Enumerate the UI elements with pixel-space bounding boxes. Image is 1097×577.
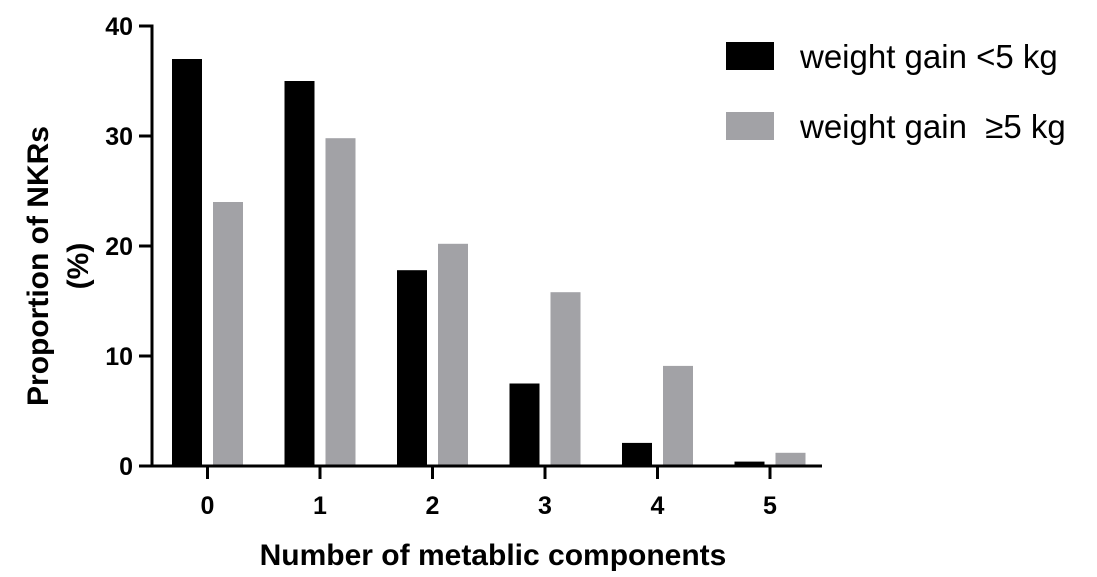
x-tick-label-5: 5 — [763, 492, 777, 520]
legend-label-series-1: weight gain <5 kg — [799, 38, 1058, 75]
bar-series-1-cat-4 — [622, 442, 652, 466]
y-axis-title-line-2: (%) — [62, 243, 95, 290]
bar-series-2-cat-5 — [775, 452, 806, 466]
x-tick-label-3: 3 — [538, 492, 552, 520]
y-tick-label-0: 0 — [119, 453, 133, 481]
legend: weight gain <5 kg weight gain ≥5 kg — [726, 38, 1066, 145]
bar-series-1-cat-2 — [397, 270, 427, 466]
y-ticks: 0 10 20 30 40 — [105, 13, 152, 481]
bar-series-1-cat-1 — [284, 81, 315, 466]
x-tick-label-1: 1 — [313, 492, 327, 520]
bar-series-2-cat-4 — [663, 365, 693, 466]
legend-item-series-1: weight gain <5 kg — [726, 38, 1058, 75]
y-axis-title-line-1: Proportion of NKRs — [22, 126, 55, 406]
y-tick-label-20: 20 — [105, 233, 133, 261]
x-axis-title: Number of metablic components — [260, 539, 727, 572]
bars-layer — [172, 59, 806, 466]
y-axis-title: Proportion of NKRs (%) — [22, 126, 95, 406]
x-tick-label-0: 0 — [201, 492, 215, 520]
bar-series-2-cat-3 — [550, 292, 581, 466]
y-tick-label-30: 30 — [105, 123, 133, 151]
x-ticks: 0 1 2 3 4 5 — [201, 466, 777, 520]
y-tick-label-40: 40 — [105, 13, 133, 41]
bar-series-2-cat-0 — [213, 202, 243, 466]
bar-series-2-cat-1 — [325, 138, 356, 466]
axes-layer — [150, 24, 822, 468]
bar-series-1-cat-0 — [172, 59, 202, 466]
x-tick-label-2: 2 — [426, 492, 440, 520]
x-tick-label-4: 4 — [651, 492, 665, 520]
bar-series-1-cat-3 — [509, 383, 540, 466]
bar-series-1-cat-5 — [734, 461, 765, 466]
legend-swatch-series-1 — [726, 42, 774, 70]
legend-swatch-series-2 — [726, 112, 774, 140]
legend-item-series-2: weight gain ≥5 kg — [726, 108, 1066, 145]
bar-series-2-cat-2 — [438, 243, 468, 466]
y-tick-label-10: 10 — [105, 343, 133, 371]
legend-label-series-2: weight gain ≥5 kg — [799, 108, 1066, 145]
